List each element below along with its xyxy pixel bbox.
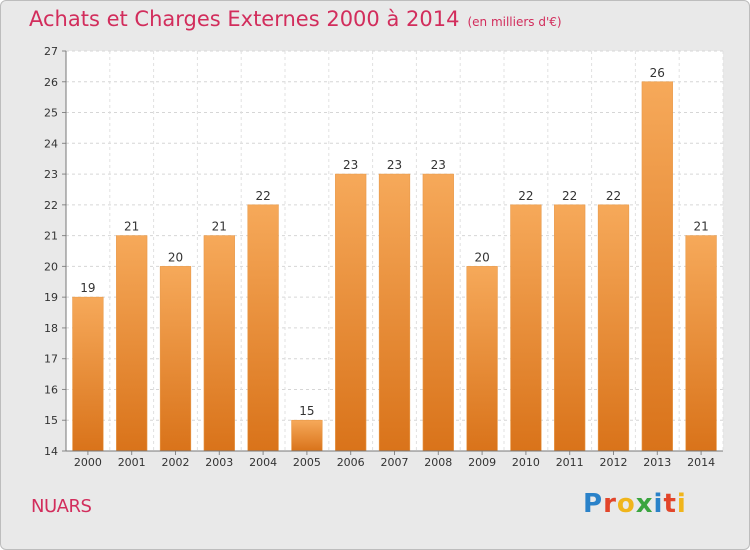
logo-letter: o: [616, 489, 636, 519]
bar-2003: [203, 235, 235, 452]
bar-2009: [466, 266, 498, 452]
x-tick-label: 2009: [468, 456, 496, 469]
logo-letter: t: [663, 489, 677, 519]
bar-2004: [247, 204, 279, 452]
x-tick-label: 2014: [687, 456, 715, 469]
y-tick-label: 25: [44, 107, 58, 120]
value-label-2002: 20: [168, 250, 183, 264]
x-tick-label: 2012: [600, 456, 628, 469]
x-tick-label: 2005: [293, 456, 321, 469]
x-tick-label: 2003: [205, 456, 233, 469]
y-tick-label: 17: [44, 353, 58, 366]
value-label-2004: 22: [255, 189, 270, 203]
x-tick-label: 2006: [337, 456, 365, 469]
y-tick-label: 15: [44, 414, 58, 427]
x-tick-label: 2013: [643, 456, 671, 469]
y-tick-label: 26: [44, 76, 58, 89]
bar-2007: [378, 173, 411, 452]
x-tick-label: 2007: [381, 456, 409, 469]
chart-title: Achats et Charges Externes 2000 à 2014 (e…: [29, 7, 562, 31]
bar-2013: [641, 81, 673, 452]
y-tick-label: 24: [44, 137, 58, 150]
logo-letter: P: [583, 489, 604, 519]
value-label-2007: 23: [387, 158, 402, 172]
value-label-2001: 21: [124, 220, 139, 234]
value-label-2011: 22: [562, 189, 577, 203]
value-label-2006: 23: [343, 158, 358, 172]
x-tick-label: 2004: [249, 456, 277, 469]
x-tick-label: 2000: [74, 456, 102, 469]
y-tick-label: 18: [44, 322, 58, 335]
y-tick-label: 14: [44, 445, 58, 458]
y-tick-label: 20: [44, 260, 58, 273]
value-label-2005: 15: [299, 404, 314, 418]
y-tick-label: 22: [44, 199, 58, 212]
x-tick-label: 2002: [162, 456, 190, 469]
y-tick-label: 16: [44, 383, 58, 396]
value-label-2009: 20: [474, 250, 489, 264]
y-tick-label: 27: [44, 45, 58, 58]
bar-2006: [335, 173, 367, 452]
value-label-2003: 21: [212, 220, 227, 234]
value-label-2010: 22: [518, 189, 533, 203]
value-label-2014: 21: [693, 220, 708, 234]
value-label-2013: 26: [650, 66, 665, 80]
logo-letter: r: [603, 489, 617, 519]
bar-2010: [510, 204, 542, 452]
logo-letter: i: [653, 489, 664, 519]
logo-letter: x: [635, 489, 654, 519]
bar-2011: [554, 204, 586, 452]
y-tick-label: 19: [44, 291, 58, 304]
x-tick-label: 2008: [424, 456, 452, 469]
bar-2014: [685, 235, 717, 452]
bars: 19 21 20 21 22 15 23 23 23 20 22 22 22 26 21: [72, 66, 717, 452]
title-text: Achats et Charges Externes 2000 à 2014: [29, 7, 460, 31]
bar-2000: [72, 296, 104, 452]
bar-2001: [116, 235, 148, 452]
logo-letter: i: [676, 489, 687, 519]
y-tick-label: 21: [44, 230, 58, 243]
value-label-2012: 22: [606, 189, 621, 203]
bar-2005: [291, 419, 323, 452]
value-label-2000: 19: [80, 281, 95, 295]
value-label-2008: 23: [431, 158, 446, 172]
x-tick-label: 2001: [118, 456, 146, 469]
proxiti-logo: Proxiti: [583, 489, 687, 519]
unit-label: (en milliers d'€): [467, 15, 562, 29]
axes: 14 15 16 17 18 19 20 21 22 23 24 25 26 27 2000 2001 2002…: [44, 45, 723, 469]
place-name: NUARS: [31, 496, 92, 517]
bar-2008: [422, 173, 454, 452]
y-tick-label: 23: [44, 168, 58, 181]
bar-2012: [597, 204, 630, 452]
x-tick-label: 2010: [512, 456, 540, 469]
bar-2002: [159, 266, 192, 452]
x-tick-label: 2011: [556, 456, 584, 469]
